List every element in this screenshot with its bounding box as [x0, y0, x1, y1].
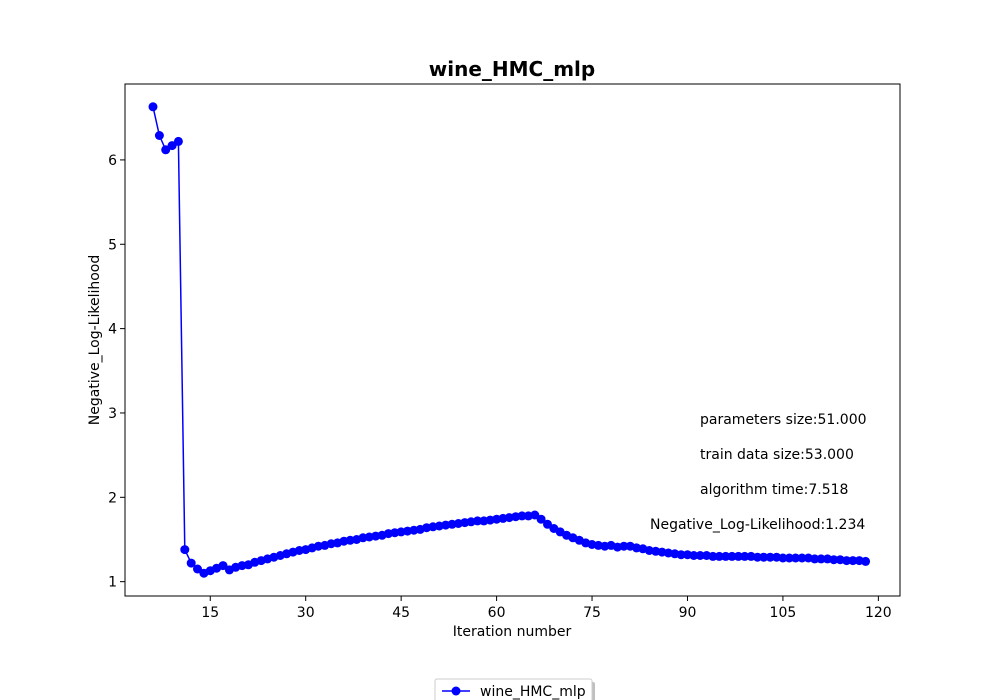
data-point [842, 556, 852, 566]
data-point [753, 552, 762, 562]
x-tick-label: 45 [392, 605, 410, 621]
series-line [152, 106, 866, 574]
data-point [733, 551, 743, 561]
parameters-size-annotation: parameters size:51.000 [700, 412, 867, 428]
data-point [708, 551, 718, 561]
data-point [721, 551, 731, 561]
data-point [829, 555, 839, 565]
data-point [797, 553, 807, 563]
plot-frame [124, 83, 901, 597]
data-point [714, 551, 724, 561]
train-data-size-annotation: train data size:53.000 [700, 447, 854, 463]
x-tick-label: 15 [201, 605, 219, 621]
data-point [689, 551, 699, 560]
chart-title: wine_HMC_mlp [429, 57, 595, 81]
x-tick-label: 30 [297, 605, 315, 621]
y-tick-label: 1 [108, 575, 117, 591]
y-tick-label: 2 [108, 490, 117, 506]
data-point [154, 131, 164, 140]
data-point [218, 561, 228, 571]
data-point [173, 136, 183, 146]
x-tick-label: 75 [583, 605, 601, 621]
data-point [727, 551, 737, 561]
legend-label: wine_HMC_mlp [480, 684, 586, 700]
data-point [676, 550, 686, 560]
data-point [695, 551, 705, 560]
data-point [180, 545, 190, 555]
data-point [765, 552, 775, 562]
x-axis-label: Iteration number [453, 624, 572, 640]
x-tick-label: 90 [679, 605, 697, 621]
data-point [784, 553, 794, 563]
info-annotations: parameters size:51.000 train data size:5… [650, 412, 867, 533]
data-point [619, 541, 629, 551]
data-point [810, 554, 820, 564]
data-point [861, 556, 871, 566]
plot-area [148, 102, 871, 578]
data-point [536, 514, 546, 524]
data-point [816, 554, 826, 564]
data-point [193, 564, 202, 574]
data-point [740, 551, 750, 561]
y-tick-label: 6 [108, 153, 117, 169]
legend-box [434, 678, 593, 700]
legend-marker-swatch [451, 686, 461, 696]
data-point [517, 511, 527, 521]
data-point [848, 556, 858, 566]
y-tick-label: 4 [108, 322, 117, 338]
x-tick-label: 60 [488, 605, 506, 621]
y-tick-label: 3 [108, 406, 117, 422]
y-tick-label: 5 [108, 237, 117, 253]
data-point [759, 552, 769, 562]
data-point [791, 553, 801, 563]
final-nll-annotation: Negative_Log-Likelihood:1.234 [650, 517, 865, 533]
x-tick-label: 120 [865, 605, 892, 621]
data-point [161, 145, 171, 155]
data-point [473, 516, 482, 526]
data-point [186, 558, 196, 568]
x-tick-label: 105 [770, 605, 797, 621]
data-point [778, 553, 788, 563]
y-axis-label: Negative_Log-Likelihood [87, 255, 103, 425]
legend: wine_HMC_mlp [434, 678, 595, 700]
algorithm-time-annotation: algorithm time:7.518 [700, 482, 848, 498]
data-point [543, 519, 552, 529]
data-point [148, 102, 158, 112]
